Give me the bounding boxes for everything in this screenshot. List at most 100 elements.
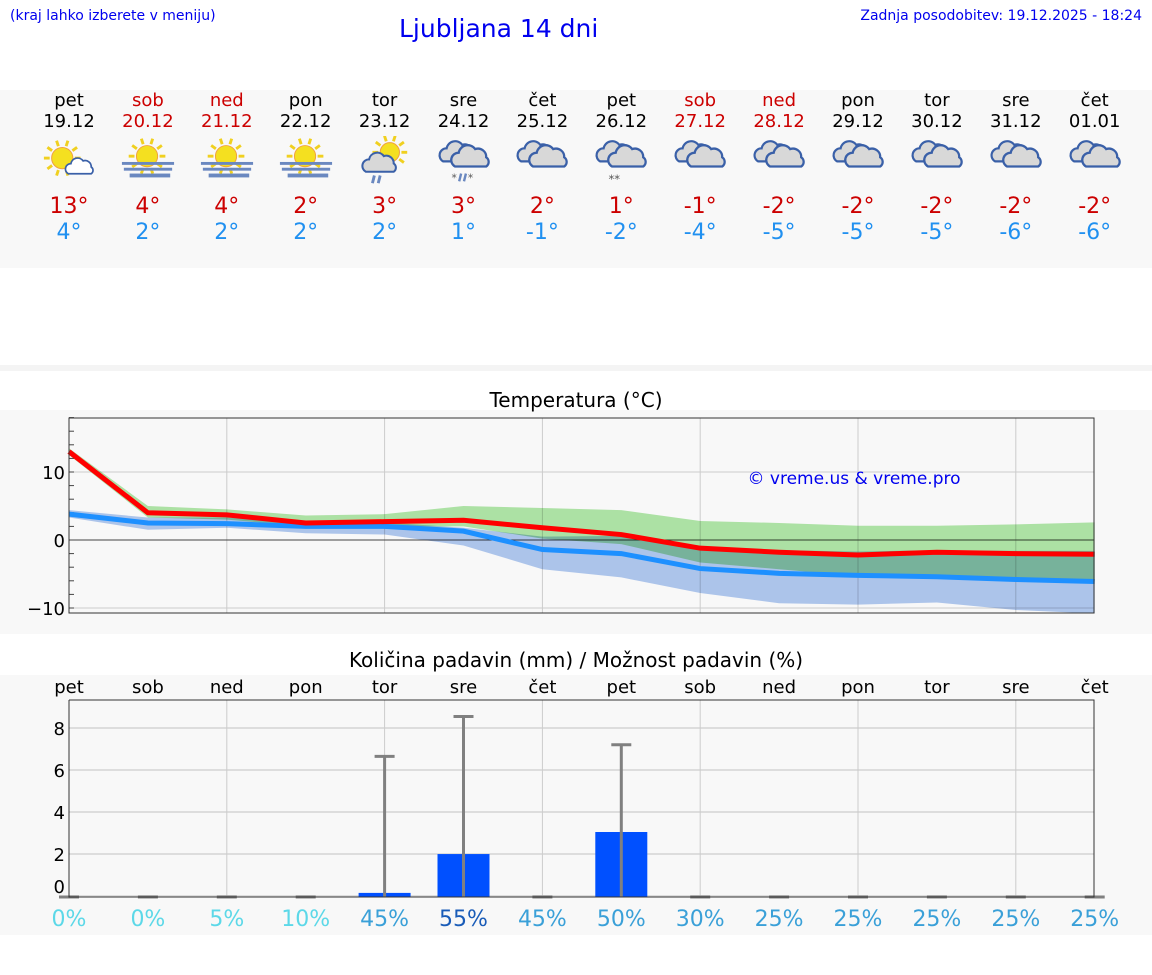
precip-probability: 25%: [755, 907, 804, 932]
x-category-label: pet: [607, 677, 637, 698]
day-name: čet: [1080, 90, 1109, 111]
max-temp: -2°: [1078, 194, 1112, 219]
max-temp: 1°: [608, 194, 634, 219]
precip-probability: 45%: [518, 907, 567, 932]
day-column: sob 27.12 -1° -4°: [661, 90, 739, 246]
precip-probability: 55%: [439, 907, 488, 932]
max-temp: 13°: [49, 194, 89, 219]
cloudy-icon: [672, 136, 728, 186]
day-column: sob 20.12 4° 2°: [109, 90, 187, 246]
x-category-label: ned: [210, 677, 244, 698]
plot-frame: [68, 699, 1095, 898]
min-temp: 2°: [135, 220, 161, 245]
svg-text:*: *: [451, 171, 456, 184]
plot-frame: [68, 417, 1095, 614]
divider: [0, 365, 1152, 371]
day-column: čet 25.12 2° -1°: [503, 90, 581, 246]
day-name: sre: [1002, 90, 1030, 111]
precip-probability: 10%: [281, 907, 330, 932]
page-title: Ljubljana 14 dni: [399, 14, 599, 43]
y-tick-label: 10: [42, 463, 65, 484]
day-date: 25.12: [516, 111, 569, 132]
day-name: tor: [371, 90, 398, 111]
day-date: 23.12: [358, 111, 411, 132]
sun-fog-icon: [120, 136, 176, 186]
day-date: 22.12: [279, 111, 332, 132]
day-column: pet 19.12 13° 4°: [30, 90, 108, 246]
day-name: sob: [131, 90, 164, 111]
max-temp: 2°: [529, 194, 555, 219]
day-date: 28.12: [753, 111, 805, 132]
cloud-snow-icon: **: [593, 136, 649, 186]
daily-forecast-panel: pet 19.12 13° 4° sob 20.12 4° 2° ned 21.12…: [0, 90, 1152, 268]
y-tick-label: 0: [54, 877, 65, 898]
day-name: tor: [924, 90, 950, 111]
cloudy-icon: [514, 136, 570, 186]
sun-fog-icon: [199, 136, 255, 186]
day-name: ned: [209, 90, 244, 111]
min-temp: -2°: [604, 220, 638, 245]
min-temp: 2°: [372, 220, 398, 245]
min-temp-range-band: [69, 510, 1095, 614]
min-temp: 1°: [451, 220, 476, 245]
y-tick-label: 4: [54, 803, 65, 824]
precip-probability: 30%: [676, 907, 725, 932]
x-category-label: sre: [1002, 677, 1029, 698]
sun-cloud-rain-icon: [357, 135, 413, 186]
max-temp: -2°: [841, 194, 875, 219]
max-temp: 4°: [135, 194, 161, 219]
day-name: sre: [449, 90, 478, 111]
day-name: pon: [288, 90, 323, 111]
min-temp: 2°: [214, 220, 240, 245]
min-temp: 4°: [56, 220, 82, 245]
min-temp: 2°: [293, 220, 319, 245]
max-temp: -2°: [999, 194, 1033, 219]
min-temp: -5°: [920, 220, 954, 245]
x-category-label: pon: [841, 677, 875, 698]
max-temp: 3°: [451, 194, 476, 219]
precip-probability: 45%: [360, 907, 409, 932]
max-temp-line: [67, 449, 1095, 558]
day-column: ned 21.12 4° 2°: [188, 90, 266, 246]
precip-probability: 0%: [52, 907, 87, 932]
min-temp: -6°: [1078, 220, 1112, 245]
x-category-label: čet: [528, 677, 556, 698]
x-category-label: tor: [372, 677, 398, 698]
watermark: © vreme.us & vreme.pro: [747, 469, 960, 489]
day-date: 31.12: [990, 111, 1042, 132]
x-category-label: čet: [1081, 677, 1109, 698]
precip-probability: 0%: [130, 907, 165, 932]
precip-probability: 25%: [991, 907, 1040, 932]
min-temp: -5°: [841, 220, 875, 245]
x-category-label: sob: [132, 677, 164, 698]
day-name: pon: [841, 90, 875, 111]
y-tick-label: −10: [27, 599, 65, 620]
location-hint: (kraj lahko izberete v meniju): [10, 8, 216, 24]
cloudy-icon: [909, 136, 965, 186]
day-date: 20.12: [122, 111, 174, 132]
day-name: sob: [684, 90, 717, 111]
x-category-label: tor: [924, 677, 950, 698]
day-column: sre 31.12 -2° -6°: [977, 90, 1055, 246]
cloudy-icon: [830, 136, 886, 186]
y-tick-label: 0: [54, 531, 65, 552]
y-tick-label: 6: [54, 761, 65, 782]
svg-text:**: **: [609, 172, 621, 186]
max-temp: 3°: [372, 194, 398, 219]
max-temp: -2°: [762, 194, 796, 219]
day-date: 29.12: [832, 111, 884, 132]
precip-probability: 50%: [597, 907, 646, 932]
day-column: pet 26.12 ** 1° -2°: [582, 90, 660, 246]
day-date: 30.12: [911, 111, 963, 132]
x-category-label: ned: [762, 677, 796, 698]
min-temp: -6°: [999, 220, 1033, 245]
precip-probability: 5%: [209, 907, 244, 932]
x-category-label: pet: [54, 677, 84, 698]
day-date: 27.12: [674, 111, 726, 132]
max-temp: -1°: [683, 194, 717, 219]
day-column: pon 22.12 2° 2°: [267, 90, 345, 246]
day-name: pet: [54, 90, 84, 111]
day-column: ned 28.12 -2° -5°: [740, 90, 818, 246]
temperature-chart-title: Temperatura (°C): [489, 388, 663, 412]
